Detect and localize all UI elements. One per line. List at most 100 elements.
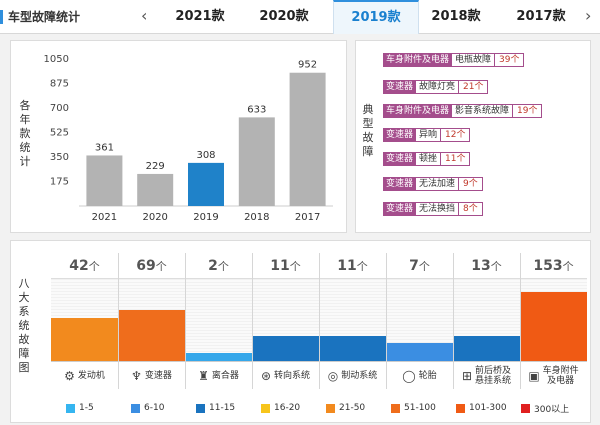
fault-item[interactable]: 变速器 故障灯亮 21个: [383, 80, 489, 94]
bar-2021[interactable]: [86, 155, 123, 206]
system-bar-area: [520, 279, 587, 361]
legend-label: 300以上: [534, 404, 570, 415]
system-column[interactable]: 2个 ♜ 离合器: [185, 253, 252, 389]
system-count: 11个: [252, 253, 319, 279]
system-name: ♜ 离合器: [185, 361, 252, 389]
bar-2020[interactable]: [137, 173, 174, 206]
legend-label: 51-100: [404, 403, 436, 413]
system-bar-area: [386, 279, 453, 361]
y-tick-label: 1050: [44, 54, 69, 65]
clutch-icon: ♜: [198, 368, 209, 383]
y-tick-label: 350: [50, 152, 69, 163]
system-name-label: 制动系统: [341, 370, 378, 381]
legend-label: 21-50: [339, 403, 366, 413]
tab-2018[interactable]: 2018款: [431, 9, 481, 24]
fault-count: 12个: [440, 128, 471, 142]
fault-description: 无法加速: [416, 177, 459, 191]
fault-item[interactable]: 变速器 异响 12个: [383, 128, 471, 142]
legend-label: 101-300: [469, 403, 507, 413]
tire-icon: ◯: [402, 368, 416, 383]
system-count-value: 13: [471, 258, 491, 274]
fault-item[interactable]: 车身附件及电器 电瓶故障 39个: [383, 53, 525, 67]
fault-description: 电瓶故障: [452, 53, 495, 67]
legend-item: 16-20: [261, 401, 326, 415]
tab-2021[interactable]: 2021款: [175, 9, 225, 24]
fault-item[interactable]: 车身附件及电器 影音系统故障 19个: [383, 104, 543, 118]
bar-value-label: 361: [95, 142, 114, 153]
column-divider: [386, 253, 387, 389]
tab-2017[interactable]: 2017款: [516, 9, 566, 24]
fault-category: 变速器: [383, 202, 417, 216]
tab-2019[interactable]: 2019款: [333, 0, 419, 34]
legend-swatch: [326, 403, 335, 413]
system-bar: [51, 318, 118, 361]
suspension-icon: ⊞: [461, 368, 473, 383]
bar-value-label: 952: [298, 60, 317, 71]
system-count-value: 42: [69, 258, 89, 274]
system-column[interactable]: 69个 ♆ 变速器: [118, 253, 185, 389]
fault-item[interactable]: 变速器 顿挫 11个: [383, 152, 471, 166]
system-column[interactable]: 153个 ▣ 车身附件 及电器: [520, 253, 587, 389]
legend-item: 101-300: [456, 401, 521, 415]
system-name-label: 车身附件 及电器: [542, 365, 579, 386]
fault-category: 车身附件及电器: [383, 104, 453, 118]
legend-item: 6-10: [131, 401, 196, 415]
system-count: 153个: [520, 253, 587, 279]
bar-2019[interactable]: [188, 162, 224, 206]
legend-label: 11-15: [209, 403, 236, 413]
system-bar: [185, 352, 252, 361]
system-name: ◯ 轮胎: [386, 361, 453, 389]
bar-2018[interactable]: [238, 117, 275, 206]
fault-description: 影音系统故障: [452, 104, 513, 118]
system-bar: [386, 342, 453, 361]
system-count: 13个: [453, 253, 520, 279]
fault-item[interactable]: 变速器 无法换挡 8个: [383, 202, 483, 216]
legend-item: 300以上: [521, 401, 586, 415]
system-column[interactable]: 13个 ⊞ 前后桥及 悬挂系统: [453, 253, 520, 389]
system-column[interactable]: 42个 ⚙ 发动机: [51, 253, 118, 389]
x-category-label: 2018: [244, 212, 269, 223]
legend-swatch: [196, 403, 205, 413]
system-bar-area: [118, 279, 185, 361]
legend-item: 21-50: [326, 401, 391, 415]
top-tab-bar: 车型故障统计 ‹ 2021款 2020款 2019款 2018款 2017款 ›: [0, 0, 600, 34]
fault-count: 39个: [494, 53, 525, 67]
system-name-label: 前后桥及 悬挂系统: [475, 365, 512, 386]
system-count-unit: 个: [356, 260, 368, 273]
fault-description: 无法换挡: [416, 202, 459, 216]
system-count-unit: 个: [418, 260, 430, 273]
column-divider: [252, 253, 253, 389]
legend-label: 6-10: [144, 403, 165, 413]
system-column[interactable]: 11个 ◎ 制动系统: [319, 253, 386, 389]
system-bar: [520, 292, 587, 361]
y-tick-label: 525: [50, 128, 69, 139]
system-column[interactable]: 7个 ◯ 轮胎: [386, 253, 453, 389]
y-tick-label: 875: [50, 79, 69, 90]
system-bar: [453, 336, 520, 361]
next-arrow-icon[interactable]: ›: [585, 6, 592, 25]
system-count-value: 69: [136, 258, 156, 274]
system-name: ⊛ 转向系统: [252, 361, 319, 389]
system-count-value: 153: [533, 258, 563, 274]
system-count-unit: 个: [155, 260, 167, 273]
fault-description: 异响: [416, 128, 441, 142]
steering-wheel-icon: ⊛: [260, 368, 272, 383]
system-count-value: 2: [208, 258, 218, 274]
bar-2017[interactable]: [289, 72, 326, 206]
legend-swatch: [521, 403, 530, 413]
system-count: 42个: [51, 253, 118, 279]
tab-2020[interactable]: 2020款: [259, 9, 309, 24]
column-divider: [319, 253, 320, 389]
system-name: ◎ 制动系统: [319, 361, 386, 389]
gear-shift-icon: ♆: [131, 368, 142, 383]
prev-arrow-icon[interactable]: ‹: [141, 6, 148, 25]
system-column[interactable]: 11个 ⊛ 转向系统: [252, 253, 319, 389]
bar-value-label: 308: [196, 150, 215, 161]
system-bar-area: [319, 279, 386, 361]
fault-item[interactable]: 变速器 无法加速 9个: [383, 177, 483, 191]
systems-panel: 八 大 系 统 故 障 图 42个 ⚙ 发动机 69个 ♆ 变速器 2个 ♜ 离合器 11个 ⊛ 转向…: [10, 240, 591, 423]
brake-icon: ◎: [327, 368, 339, 383]
system-bar: [252, 336, 319, 361]
system-name: ▣ 车身附件 及电器: [520, 361, 587, 389]
system-name-label: 发动机: [77, 370, 105, 381]
